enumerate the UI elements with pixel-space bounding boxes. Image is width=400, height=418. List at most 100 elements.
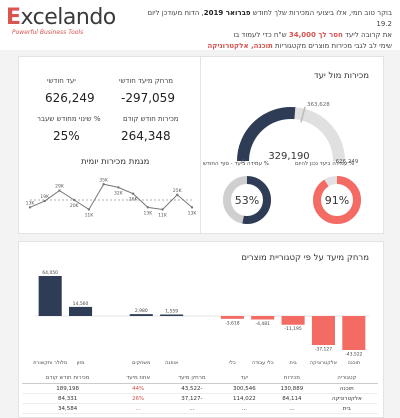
daily-point-label: 11K [158, 212, 168, 218]
gap-label: מרחק מיעד חודשי [119, 77, 174, 85]
brand-name: Excelando [6, 5, 116, 30]
gauge-max-label: 626,249 [336, 159, 359, 165]
gap-category-label: אלקטרוניקה [310, 360, 337, 366]
daily-point-label: 11K [85, 212, 95, 218]
gap-value: -297,059 [121, 91, 175, 105]
col-gap: מרחק מיעד [163, 373, 221, 384]
table-row: תוכנה 130,889 300,546 -43,522 44% 189,19… [22, 383, 378, 394]
daily-point [190, 206, 194, 209]
daily-point [43, 199, 46, 203]
daily-point-label: 19K [40, 194, 50, 200]
gap-bar-label: 14,560 [73, 301, 89, 307]
intro-line-3: שימי לב לגבי מכירות מוצרים מקטגוריות תוכ… [207, 42, 392, 50]
donut-value-label: 53% [235, 194, 259, 207]
gap-bar [311, 316, 335, 346]
change-label: % שינוי מחודש שעבר [37, 115, 101, 123]
gap-category-label: כלי [229, 360, 236, 366]
daily-point-label: 13K [26, 200, 36, 206]
daily-point-label: 13K [188, 210, 198, 216]
daily-point [72, 198, 76, 202]
brand-tagline: Powerful Business Tools [12, 29, 84, 36]
gap-bar [129, 314, 153, 316]
prev-label: מכירות חודש קודם [123, 115, 179, 123]
target-value: 626,249 [45, 91, 95, 105]
daily-trend-chart: 13K 19K 29K 20K 11K 35K 32K 26K 13K 11K 25K 13K [26, 177, 198, 218]
col-prev: מכירות חודש קודם [22, 373, 114, 384]
intro-message: בוקר טוב חמי, אלו ביצועי המכירות שלך לחו… [147, 8, 392, 52]
gap-category-label: סלולר ותקשורת [33, 360, 67, 366]
kpi-card: יעד חודשי 626,249 מרחק מיעד חודשי -297,0… [18, 56, 202, 234]
gauge-target-marker [300, 106, 306, 123]
daily-point [117, 186, 120, 189]
daily-point [161, 208, 164, 211]
gap-bar [281, 316, 305, 325]
donut-fill [223, 176, 271, 224]
gap-bar [160, 314, 184, 316]
daily-point [87, 208, 91, 211]
category-gap-chart: -43,522 תוכנה -37,127 אלקטרוניקה -11,195 בית -… [33, 270, 369, 366]
daily-point [131, 192, 135, 195]
daily-point [28, 206, 32, 209]
gap-bar-label: -4,481 [255, 321, 270, 327]
gap-bar-label: 1,559 [165, 309, 178, 315]
daily-trend-title: מגמת מכירות יומית [81, 157, 150, 167]
daily-point-label: 25K [173, 188, 183, 194]
category-gap-title: מרחק מיעד על פי קטגוריית מוצרים [241, 253, 369, 263]
intro-line-2: את קרובה ליעד חסר לך 34,000 ש"ח כדי לעמו… [233, 31, 392, 39]
daily-point [146, 206, 150, 209]
gauge-title: מכירות מול יעד [313, 71, 369, 81]
daily-point [102, 183, 105, 186]
table-header-row: קטגוריה מכירות יעד מרחק מיעד אחוז מיעד מ… [22, 373, 378, 384]
gap-category-label: משחקים [132, 360, 150, 366]
daily-point-label: 26K [129, 197, 139, 203]
donut-fill [313, 176, 361, 224]
change-value: 25% [53, 129, 80, 143]
gap-bar [251, 316, 275, 320]
table-row: בית ... ... ... ... 34,584 [22, 403, 378, 414]
brand-logo: Excelando Powerful Business Tools [6, 6, 116, 36]
daily-point-label: 20K [70, 203, 80, 209]
gap-bar-label: -3,618 [225, 320, 240, 326]
gauge-value-label: 329,190 [268, 151, 309, 162]
col-sales: מכירות [268, 373, 316, 384]
gap-category-label: תוכנה [348, 360, 361, 366]
daily-trend-line [29, 183, 193, 211]
gap-category-label: בית [289, 360, 296, 366]
target-label: יעד חודשי [47, 77, 76, 85]
intro-line-1: בוקר טוב חמי, אלו ביצועי המכירות שלך לחו… [147, 9, 392, 28]
gap-bar-label: -11,195 [284, 326, 302, 332]
gap-bar-label: 64,050 [42, 270, 58, 276]
gap-bar-label: -37,127 [315, 347, 333, 353]
daily-point-label: 32K [114, 190, 124, 196]
report-header: Excelando Powerful Business Tools בוקר ט… [0, 0, 400, 50]
daily-point [58, 189, 61, 192]
gap-category-label: כלי עבודה [252, 360, 274, 366]
gap-bar-label: -43,522 [345, 352, 363, 358]
daily-point [176, 193, 179, 196]
prev-value: 264,348 [121, 129, 171, 143]
donut-title-month: % עמידה ביעד - סוף החודש [203, 161, 269, 167]
target-donuts: 53% 91% [223, 176, 361, 224]
gauge-min-label: 0 [241, 159, 245, 165]
daily-point-label: 29K [55, 184, 65, 190]
gauge-fill [237, 107, 296, 162]
category-table: קטגוריה מכירות יעד מרחק מיעד אחוז מיעד מ… [22, 373, 378, 414]
daily-point-label: 13K [143, 210, 153, 216]
gap-bar [220, 316, 244, 319]
gauge-target-label: 363,628 [307, 102, 330, 108]
gap-category-label: מזון [77, 360, 85, 366]
gap-category-label: אופנה [165, 360, 178, 366]
gap-bar-label: 2,980 [135, 308, 148, 314]
table-row: אלקטרוניקה 84,114 114,022 -37,127 26% 84… [22, 393, 378, 404]
col-pct: אחוז מיעד [113, 373, 164, 384]
sales-vs-target-gauge: 363,628 329,190 0 626,249 [237, 102, 359, 165]
gap-bar [38, 276, 62, 316]
daily-point-label: 35K [99, 177, 109, 183]
col-target: יעד [220, 373, 269, 384]
gap-bar [69, 306, 93, 316]
donut-title-today: % עמידה ביעד נכון להיום [295, 161, 355, 167]
donut-value-label: 91% [325, 194, 349, 207]
gap-bar [342, 316, 366, 350]
col-category: קטגוריה [315, 373, 378, 384]
target-card: מכירות מול יעד 363,628 329,190 0 626,249 % … [200, 56, 384, 234]
